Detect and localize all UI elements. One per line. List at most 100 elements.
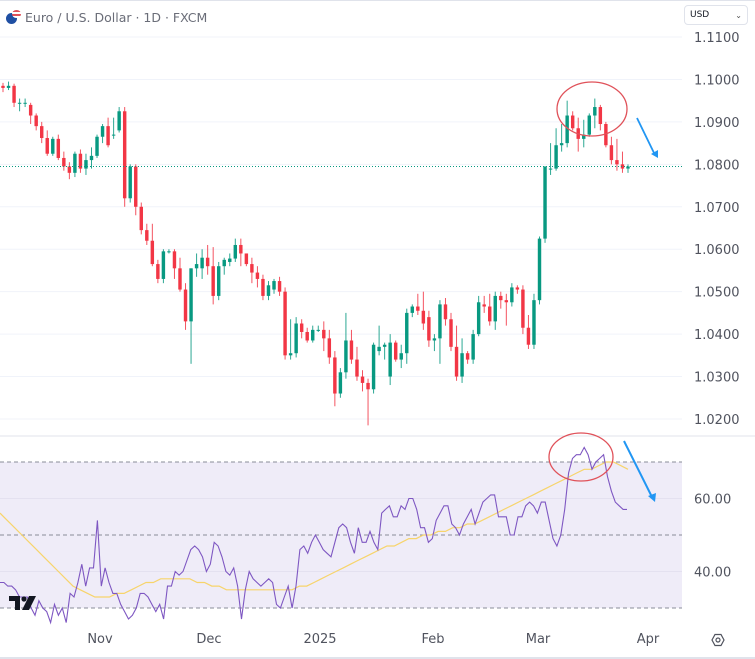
candle	[349, 329, 354, 364]
time-axis[interactable]: Nov Dec 2025 Feb Mar Apr	[87, 632, 660, 647]
candle	[194, 253, 199, 277]
candle	[532, 293, 536, 349]
candle	[45, 130, 49, 156]
rsi-grid	[0, 461, 682, 609]
candle	[327, 329, 332, 364]
candle	[161, 249, 166, 284]
candle	[344, 312, 348, 379]
candle	[316, 325, 320, 332]
candle	[145, 223, 149, 245]
candle	[582, 119, 586, 148]
currency-value: USD	[690, 10, 710, 20]
candle	[12, 83, 16, 108]
candlestick-series	[1, 81, 630, 426]
candle	[587, 113, 591, 137]
tradingview-logo[interactable]	[9, 596, 37, 610]
candle	[34, 113, 38, 131]
candle	[499, 291, 503, 309]
candle	[288, 319, 293, 360]
candle	[67, 162, 72, 180]
price-axis-label: 1.0600	[694, 243, 740, 258]
price-axis-label: 1.0900	[694, 116, 740, 131]
candle	[377, 325, 381, 356]
candle	[216, 261, 221, 301]
candle	[178, 257, 182, 292]
candle	[17, 98, 22, 112]
candle	[366, 378, 370, 426]
rsi-line	[0, 446, 627, 625]
candle	[106, 117, 110, 148]
candle	[360, 370, 365, 392]
candle	[139, 202, 143, 235]
candle	[56, 134, 61, 161]
candle	[233, 238, 238, 262]
candle	[122, 107, 127, 207]
candle	[128, 164, 132, 203]
candle	[465, 351, 470, 364]
candle	[89, 147, 94, 169]
candle	[537, 236, 542, 305]
price-axis-label: 1.0700	[694, 201, 740, 216]
symbol-title: Euro / U.S. Dollar · 1D · FXCM	[25, 9, 208, 25]
candle	[156, 259, 160, 284]
candle	[488, 293, 492, 326]
candle	[521, 285, 525, 335]
candle	[294, 317, 298, 358]
candle	[333, 351, 337, 407]
candle	[543, 166, 547, 243]
candle	[454, 325, 459, 381]
candle	[78, 149, 83, 173]
symbol-header[interactable]: Euro / U.S. Dollar · 1D · FXCM	[6, 8, 207, 26]
candle	[250, 257, 254, 284]
candle	[399, 344, 403, 369]
candle	[244, 253, 249, 267]
candle	[62, 151, 66, 171]
candle	[443, 298, 448, 326]
time-axis-label: Dec	[196, 632, 221, 647]
time-axis-label: Mar	[526, 632, 551, 647]
currency-select[interactable]: USD ⌄	[684, 5, 748, 25]
annotation-arrow-price[interactable]	[636, 117, 658, 158]
annotation-circle-price[interactable]	[556, 81, 628, 137]
price-grid	[0, 36, 682, 420]
candle	[476, 295, 481, 337]
candle	[388, 334, 392, 386]
price-axis-label: 1.0200	[694, 413, 740, 428]
candle	[382, 342, 387, 360]
candle	[620, 151, 625, 173]
candle	[222, 257, 226, 275]
rsi-axis[interactable]: 60.00 40.00	[694, 493, 731, 581]
candle	[626, 164, 630, 173]
rsi-band-background	[0, 462, 682, 608]
rsi-axis-label: 40.00	[694, 566, 731, 581]
candle	[405, 308, 409, 364]
candle	[427, 310, 431, 347]
candle	[255, 266, 260, 288]
candle	[460, 338, 464, 383]
annotation-arrow-rsi[interactable]	[623, 440, 656, 502]
price-axis-label: 1.0800	[694, 158, 740, 173]
candle	[526, 315, 531, 349]
candle	[239, 238, 243, 267]
settings-icon[interactable]	[711, 633, 725, 647]
annotation-circle-rsi[interactable]	[548, 432, 614, 482]
price-axis-label: 1.0500	[694, 286, 740, 301]
candle	[167, 249, 171, 254]
candle	[598, 104, 603, 131]
candle	[570, 111, 575, 131]
candle	[111, 117, 116, 139]
candle	[272, 278, 276, 294]
candle	[410, 304, 415, 318]
candle	[471, 329, 475, 364]
price-axis[interactable]: 1.1100 1.1000 1.0900 1.0800 1.0700 1.0600 1.05…	[694, 31, 740, 428]
rsi-ma-line	[0, 461, 629, 598]
candle	[604, 121, 608, 148]
candle	[515, 285, 520, 294]
price-axis-label: 1.0400	[694, 328, 740, 343]
candle	[117, 107, 121, 133]
candle	[40, 121, 44, 144]
candle	[205, 244, 210, 275]
candle	[150, 223, 155, 267]
